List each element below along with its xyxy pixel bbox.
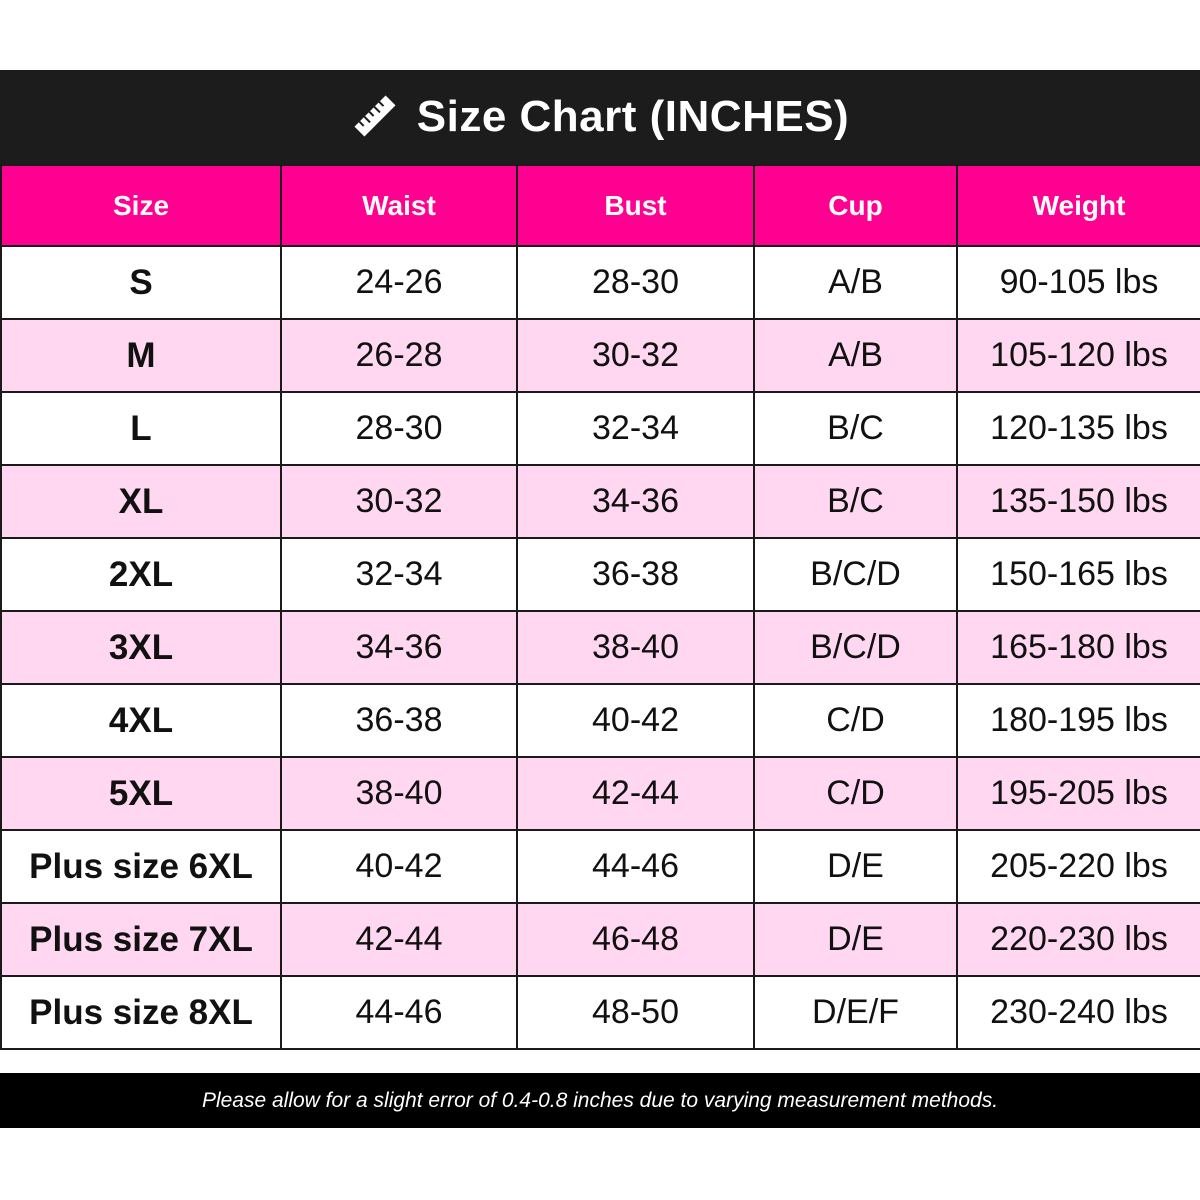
size-cell: Plus size 6XL bbox=[0, 829, 282, 904]
waist-cell: 44-46 bbox=[280, 975, 518, 1050]
cup-cell: C/D bbox=[753, 756, 958, 831]
size-cell: 4XL bbox=[0, 683, 282, 758]
size-cell: M bbox=[0, 318, 282, 393]
size-cell: Plus size 7XL bbox=[0, 902, 282, 977]
table-row: 4XL 36-38 40-42 C/D 180-195 lbs bbox=[0, 683, 1200, 758]
waist-cell: 40-42 bbox=[280, 829, 518, 904]
weight-cell: 135-150 lbs bbox=[956, 464, 1200, 539]
header-cup: Cup bbox=[753, 164, 958, 247]
weight-cell: 205-220 lbs bbox=[956, 829, 1200, 904]
bust-cell: 38-40 bbox=[516, 610, 755, 685]
waist-cell: 34-36 bbox=[280, 610, 518, 685]
waist-cell: 24-26 bbox=[280, 245, 518, 320]
weight-cell: 230-240 lbs bbox=[956, 975, 1200, 1050]
bust-cell: 40-42 bbox=[516, 683, 755, 758]
header-row: Size Waist Bust Cup Weight bbox=[0, 164, 1200, 247]
waist-cell: 36-38 bbox=[280, 683, 518, 758]
size-cell: 5XL bbox=[0, 756, 282, 831]
bust-cell: 28-30 bbox=[516, 245, 755, 320]
bust-cell: 44-46 bbox=[516, 829, 755, 904]
bust-cell: 30-32 bbox=[516, 318, 755, 393]
header-size: Size bbox=[0, 164, 282, 247]
header-waist: Waist bbox=[280, 164, 518, 247]
weight-cell: 90-105 lbs bbox=[956, 245, 1200, 320]
weight-cell: 120-135 lbs bbox=[956, 391, 1200, 466]
size-chart: Size Chart (INCHES) Size Waist Bust Cup … bbox=[0, 70, 1200, 1128]
bust-cell: 42-44 bbox=[516, 756, 755, 831]
bust-cell: 32-34 bbox=[516, 391, 755, 466]
bust-cell: 48-50 bbox=[516, 975, 755, 1050]
table-row: 5XL 38-40 42-44 C/D 195-205 lbs bbox=[0, 756, 1200, 831]
bust-cell: 46-48 bbox=[516, 902, 755, 977]
footer-note: Please allow for a slight error of 0.4-0… bbox=[0, 1073, 1200, 1128]
cup-cell: A/B bbox=[753, 318, 958, 393]
cup-cell: B/C/D bbox=[753, 610, 958, 685]
cup-cell: B/C bbox=[753, 464, 958, 539]
waist-cell: 26-28 bbox=[280, 318, 518, 393]
size-cell: L bbox=[0, 391, 282, 466]
cup-cell: B/C bbox=[753, 391, 958, 466]
ruler-icon bbox=[354, 95, 396, 137]
page-title: Size Chart (INCHES) bbox=[416, 92, 850, 141]
bust-cell: 34-36 bbox=[516, 464, 755, 539]
weight-cell: 105-120 lbs bbox=[956, 318, 1200, 393]
title-bar: Size Chart (INCHES) bbox=[0, 70, 1200, 164]
size-cell: 3XL bbox=[0, 610, 282, 685]
waist-cell: 32-34 bbox=[280, 537, 518, 612]
waist-cell: 38-40 bbox=[280, 756, 518, 831]
header-weight: Weight bbox=[956, 164, 1200, 247]
size-cell: XL bbox=[0, 464, 282, 539]
cup-cell: D/E/F bbox=[753, 975, 958, 1050]
table-row: 3XL 34-36 38-40 B/C/D 165-180 lbs bbox=[0, 610, 1200, 685]
header-bust: Bust bbox=[516, 164, 755, 247]
table-row: L 28-30 32-34 B/C 120-135 lbs bbox=[0, 391, 1200, 466]
table-row: XL 30-32 34-36 B/C 135-150 lbs bbox=[0, 464, 1200, 539]
weight-cell: 165-180 lbs bbox=[956, 610, 1200, 685]
weight-cell: 180-195 lbs bbox=[956, 683, 1200, 758]
cup-cell: B/C/D bbox=[753, 537, 958, 612]
weight-cell: 220-230 lbs bbox=[956, 902, 1200, 977]
cup-cell: A/B bbox=[753, 245, 958, 320]
size-cell: S bbox=[0, 245, 282, 320]
table-row: S 24-26 28-30 A/B 90-105 lbs bbox=[0, 245, 1200, 320]
bust-cell: 36-38 bbox=[516, 537, 755, 612]
waist-cell: 28-30 bbox=[280, 391, 518, 466]
weight-cell: 150-165 lbs bbox=[956, 537, 1200, 612]
waist-cell: 30-32 bbox=[280, 464, 518, 539]
table-row: M 26-28 30-32 A/B 105-120 lbs bbox=[0, 318, 1200, 393]
table-row: Plus size 7XL 42-44 46-48 D/E 220-230 lb… bbox=[0, 902, 1200, 977]
size-cell: Plus size 8XL bbox=[0, 975, 282, 1050]
waist-cell: 42-44 bbox=[280, 902, 518, 977]
weight-cell: 195-205 lbs bbox=[956, 756, 1200, 831]
cup-cell: D/E bbox=[753, 902, 958, 977]
table-row: Plus size 6XL 40-42 44-46 D/E 205-220 lb… bbox=[0, 829, 1200, 904]
table-row: 2XL 32-34 36-38 B/C/D 150-165 lbs bbox=[0, 537, 1200, 612]
cup-cell: D/E bbox=[753, 829, 958, 904]
cup-cell: C/D bbox=[753, 683, 958, 758]
size-table: Size Waist Bust Cup Weight S 24-26 28-30… bbox=[0, 164, 1200, 1050]
table-row: Plus size 8XL 44-46 48-50 D/E/F 230-240 … bbox=[0, 975, 1200, 1050]
size-cell: 2XL bbox=[0, 537, 282, 612]
